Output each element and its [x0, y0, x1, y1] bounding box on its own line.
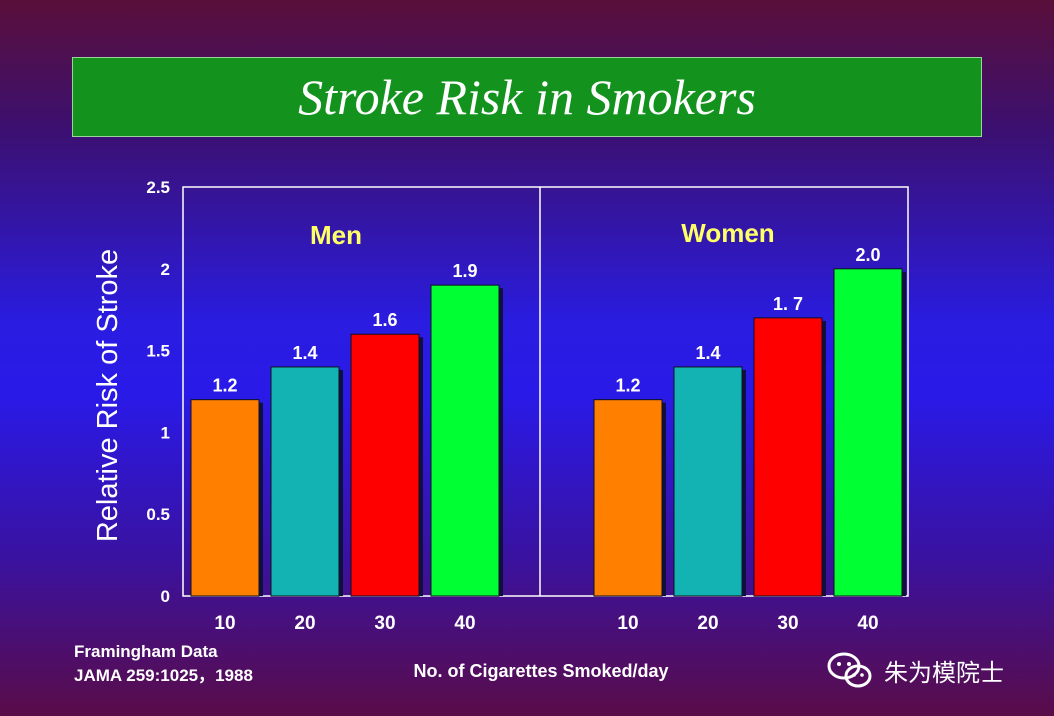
panel-label: Men: [310, 220, 362, 250]
y-axis-label: Relative Risk of Stroke: [92, 249, 124, 542]
wechat-icon: [827, 652, 872, 688]
y-tick-label: 1: [161, 423, 170, 442]
bar-value-label: 1.9: [452, 261, 477, 281]
y-tick-label: 0: [161, 587, 170, 606]
bar-value-label: 1.4: [292, 343, 317, 363]
bar-value-label: 1.4: [695, 343, 720, 363]
x-tick-label: 10: [617, 613, 638, 634]
bar-value-label: 1.2: [212, 376, 237, 396]
bar: [593, 399, 663, 597]
chart-title: Stroke Risk in Smokers: [298, 69, 756, 125]
bar: [673, 366, 743, 597]
x-axis-label: No. of Cigarettes Smoked/day: [413, 661, 668, 681]
x-tick-label: 40: [454, 613, 475, 634]
source-line-1: Framingham Data: [74, 642, 218, 661]
bar-value-label: 1.2: [615, 376, 640, 396]
y-tick-label: 1.5: [146, 342, 170, 361]
title-banner: Stroke Risk in Smokers: [72, 57, 982, 137]
x-tick-label: 10: [214, 613, 235, 634]
x-tick-label: 20: [294, 613, 315, 634]
bar: [350, 333, 420, 597]
bar-value-label: 2.0: [855, 245, 880, 265]
bar: [833, 268, 903, 597]
y-tick-label: 2.5: [146, 178, 170, 197]
x-tick-label: 30: [777, 613, 798, 634]
x-tick-label: 20: [697, 613, 718, 634]
x-tick-label: 40: [857, 613, 878, 634]
source-line-2: JAMA 259:1025，1988: [74, 666, 253, 685]
plot-frame: [182, 186, 909, 597]
bar: [430, 284, 500, 597]
y-tick-label: 2: [161, 260, 170, 279]
bar: [270, 366, 340, 597]
watermark: 朱为模院士: [826, 650, 1004, 690]
bar: [190, 399, 260, 597]
bar: [753, 317, 823, 597]
bar-value-label: 1.6: [372, 310, 397, 330]
panel-label: Women: [681, 218, 774, 248]
y-tick-label: 0.5: [146, 505, 170, 524]
x-tick-label: 30: [374, 613, 395, 634]
watermark-text: 朱为模院士: [884, 658, 1004, 687]
source-citation: Framingham Data JAMA 259:1025，1988: [74, 640, 253, 688]
bar-value-label: 1. 7: [773, 294, 803, 314]
